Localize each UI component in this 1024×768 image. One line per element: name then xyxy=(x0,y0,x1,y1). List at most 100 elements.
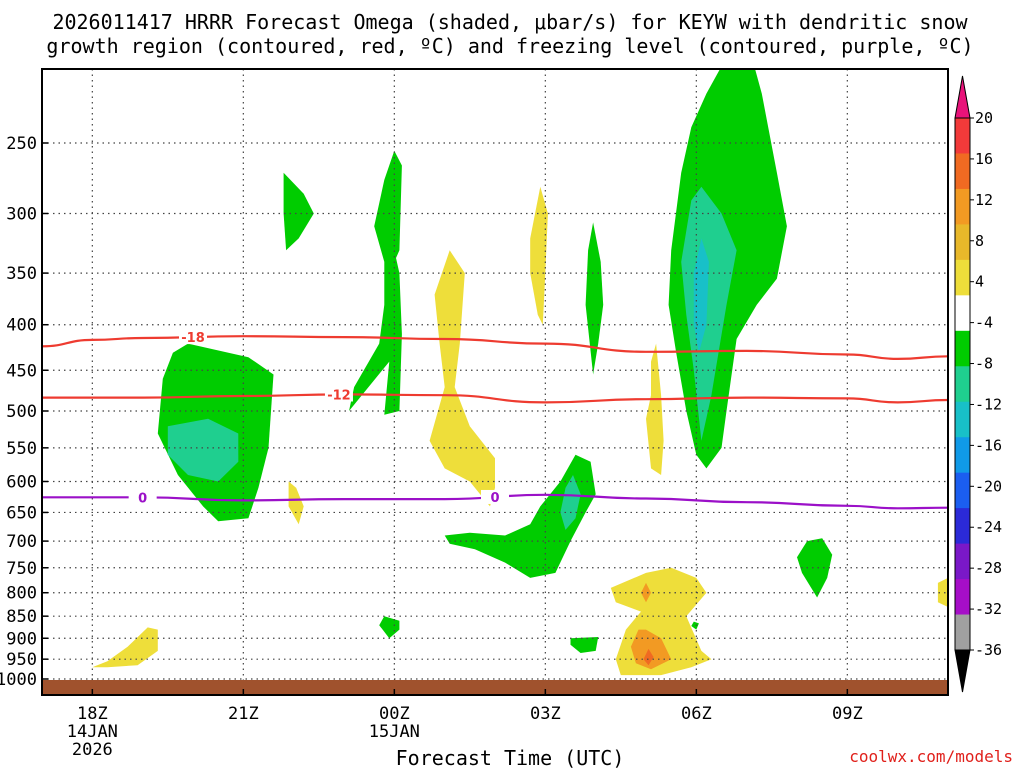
x-axis-label: Forecast Time (UTC) xyxy=(396,746,625,768)
colorbar-tick-4: 4 xyxy=(975,273,984,291)
contour-label-0: -18 xyxy=(181,331,205,346)
y-tick-label-650: 650 xyxy=(6,503,37,523)
omega-region-20 xyxy=(630,629,672,670)
omega-region-18 xyxy=(92,627,158,668)
colorbar-tick-9: -20 xyxy=(975,477,1002,495)
colorbar-segment-10 xyxy=(955,472,970,509)
y-tick-label-950: 950 xyxy=(6,650,37,670)
contour-lines: -18 -12 0 0 xyxy=(42,330,948,510)
colorbar-tick-2: 12 xyxy=(975,191,993,209)
omega-region-11 xyxy=(379,616,400,639)
colorbar-segment-14 xyxy=(955,614,970,651)
omega-region-2 xyxy=(283,172,314,251)
omega-region-4 xyxy=(444,454,596,578)
contour-dgz-minus12 xyxy=(42,393,948,404)
omega-region-22 xyxy=(643,648,654,666)
omega-region-17 xyxy=(288,481,304,525)
x-tick-label-09Z: 09Z xyxy=(832,704,863,724)
colorbar-segment-9 xyxy=(955,437,970,474)
colorbar-segment-2 xyxy=(955,188,970,225)
colorbar-tick-10: -24 xyxy=(975,518,1002,536)
y-tick-label-250: 250 xyxy=(6,134,37,154)
colorbar-segment-12 xyxy=(955,543,970,580)
omega-region-14 xyxy=(429,250,495,507)
y-tick-label-450: 450 xyxy=(6,361,37,381)
x-tick-date-18Z: 14JAN xyxy=(67,722,118,742)
x-tick-year-18Z: 2026 xyxy=(72,740,113,760)
contour-label-bg-2 xyxy=(128,490,157,505)
omega-region-12 xyxy=(570,637,599,653)
y-tick-label-850: 850 xyxy=(6,607,37,627)
omega-region-21 xyxy=(641,582,651,603)
colorbar-tick-11: -28 xyxy=(975,559,1002,577)
y-tick-label-900: 900 xyxy=(6,629,37,649)
omega-shading xyxy=(92,69,948,676)
colorbar-tick-13: -36 xyxy=(975,641,1002,659)
omega-region-23 xyxy=(937,577,948,607)
contour-label-1: -12 xyxy=(327,388,351,403)
y-tick-label-300: 300 xyxy=(6,204,37,224)
y-tick-label-600: 600 xyxy=(6,472,37,492)
colorbar-tick-6: -8 xyxy=(975,355,993,373)
y-tick-label-800: 800 xyxy=(6,584,37,604)
omega-region-1 xyxy=(167,418,239,482)
colorbar-tick-0: 20 xyxy=(975,109,993,127)
colorbar-segment-4 xyxy=(955,259,970,296)
contour-label-2: 0 xyxy=(138,491,147,506)
credit-text: coolwx.com/models xyxy=(849,747,1013,766)
omega-region-3 xyxy=(349,150,402,415)
contour-label-3: 0 xyxy=(490,491,499,506)
omega-region-8 xyxy=(681,186,737,441)
y-tick-label-550: 550 xyxy=(6,439,37,459)
colorbar-tick-1: 16 xyxy=(975,150,993,168)
chart-title-line-1: 2026011417 HRRR Forecast Omega (shaded, … xyxy=(52,10,968,34)
y-tick-label-750: 750 xyxy=(6,559,37,579)
colorbar-segment-11 xyxy=(955,508,970,545)
contour-label-bg-0 xyxy=(179,330,207,345)
x-tick-date-00Z: 15JAN xyxy=(369,722,420,742)
y-tick-label-350: 350 xyxy=(6,264,37,284)
x-tick-label-21Z: 21Z xyxy=(228,704,259,724)
colorbar-segment-8 xyxy=(955,401,970,438)
x-tick-label-00Z: 00Z xyxy=(379,704,410,724)
colorbar-segment-0 xyxy=(955,118,970,154)
y-tick-label-500: 500 xyxy=(6,402,37,422)
colorbar-segment-5 xyxy=(955,295,970,332)
colorbar-frame xyxy=(954,117,971,651)
colorbar-tick-3: 8 xyxy=(975,232,984,250)
colorbar-top-arrow xyxy=(954,75,971,119)
colorbar-segment-13 xyxy=(955,579,970,616)
colorbar-segment-3 xyxy=(955,224,970,261)
y-tick-label-400: 400 xyxy=(6,316,37,336)
x-tick-label-03Z: 03Z xyxy=(530,704,561,724)
y-tick-label-1000: 1000 xyxy=(0,670,37,690)
colorbar-tick-8: -16 xyxy=(975,436,1002,454)
plot-frame xyxy=(41,68,949,696)
chart-title-line-2: growth region (contoured, red, ºC) and f… xyxy=(46,34,973,58)
contour-dgz-minus18 xyxy=(42,335,948,361)
x-tick-label-06Z: 06Z xyxy=(681,704,712,724)
x-tick-label-18Z: 18Z xyxy=(77,704,108,724)
omega-region-5 xyxy=(560,475,581,530)
contour-label-bg-1 xyxy=(324,387,353,402)
omega-region-16 xyxy=(646,343,664,475)
colorbar-legend: 20 16 12 8 4 -4 -8 -12 -16 -20 -24 -28 -32 -36 xyxy=(954,75,1002,693)
omega-region-13 xyxy=(691,621,699,630)
terrain-bar xyxy=(42,680,948,695)
omega-region-15 xyxy=(530,186,548,325)
contour-freezing-level xyxy=(42,493,948,510)
colorbar-segment-6 xyxy=(955,330,970,367)
y-axis: 2503003504004505005506006507007508008509… xyxy=(0,134,48,690)
omega-region-10 xyxy=(797,538,833,598)
gridlines xyxy=(42,69,948,680)
y-tick-label-700: 700 xyxy=(6,532,37,552)
colorbar-bottom-arrow xyxy=(954,649,971,693)
colorbar-segment-1 xyxy=(955,153,970,190)
colorbar-tick-5: -4 xyxy=(975,314,993,332)
colorbar-tick-12: -32 xyxy=(975,600,1002,618)
omega-region-6 xyxy=(585,222,604,375)
colorbar-tick-7: -12 xyxy=(975,395,1002,413)
contour-label-bg-3 xyxy=(481,489,509,504)
